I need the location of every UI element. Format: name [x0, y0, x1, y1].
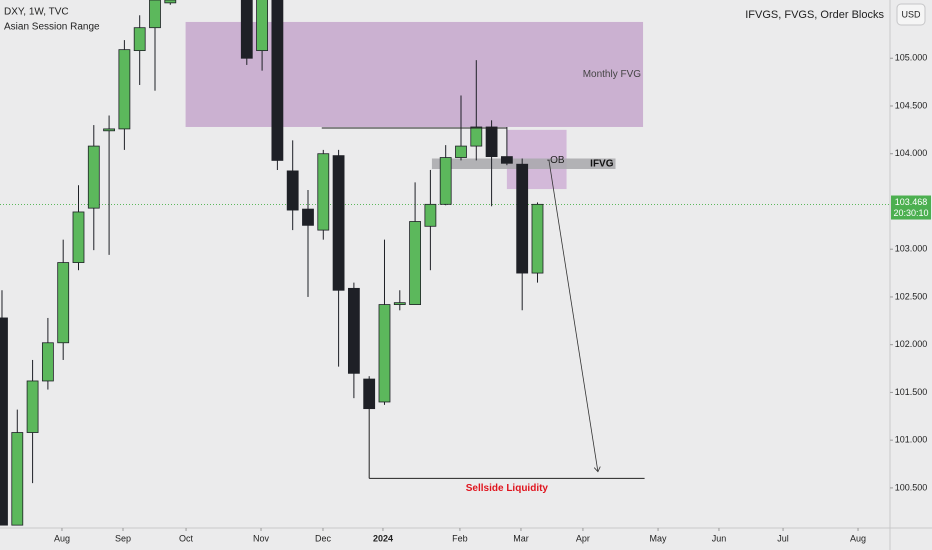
x-tick-label: Feb [452, 533, 468, 543]
candle-body [286, 170, 299, 211]
candle-body [271, 0, 284, 161]
candle-body [317, 153, 330, 231]
countdown: 20:30:10 [893, 208, 928, 218]
y-tick-label: 105.000 [895, 53, 928, 63]
x-tick-label: Oct [179, 533, 194, 543]
indicator-label: IFVGS, FVGS, Order Blocks [745, 9, 884, 21]
annotation-label: Sellside Liquidity [466, 483, 549, 494]
currency-button[interactable] [896, 3, 926, 26]
x-tick-label: Dec [315, 533, 332, 543]
candle-body [0, 317, 8, 526]
candle-body [531, 203, 544, 274]
candle-body [256, 0, 268, 52]
zone-label: Monthly FVG [583, 69, 642, 80]
x-tick-label: Nov [253, 533, 270, 543]
y-tick-label: 101.000 [895, 435, 928, 445]
currency-label[interactable]: USD [901, 9, 921, 19]
candle-body [516, 163, 529, 274]
candle-body [26, 380, 39, 433]
y-tick-label: 104.500 [895, 100, 928, 110]
candle-body [302, 208, 314, 226]
y-tick-label: 103.000 [895, 244, 928, 254]
candle-body [149, 0, 161, 29]
candle-body [103, 128, 115, 132]
last-price-label: 103.468 [895, 197, 928, 207]
candle-body [378, 304, 391, 403]
candle-body [57, 262, 70, 344]
candle-body [500, 156, 513, 164]
candle-body [439, 157, 452, 205]
candle-body [11, 432, 24, 526]
zone [431, 158, 616, 169]
x-tick-label: Sep [115, 533, 131, 543]
y-tick-label: 101.500 [895, 387, 928, 397]
y-tick-label: 102.000 [895, 339, 928, 349]
x-tick-label: Jun [712, 533, 727, 543]
candle-body [332, 155, 345, 291]
candle-body [470, 126, 483, 147]
x-tick-label: 2024 [373, 533, 393, 543]
candle-body [485, 126, 498, 157]
arrow [548, 160, 598, 471]
candle-body [240, 0, 253, 59]
x-tick-label: Apr [576, 533, 590, 543]
candle-body [41, 342, 54, 382]
x-tick-label: May [650, 533, 668, 543]
candle-body [455, 145, 467, 158]
x-tick-label: Aug [54, 533, 70, 543]
candle-body [87, 145, 100, 209]
zone-label: -OB [547, 155, 565, 166]
candle-body [164, 0, 177, 4]
candle-body [393, 302, 406, 305]
candle-body [363, 378, 376, 410]
candle-body [409, 221, 421, 305]
x-tick-label: Aug [850, 533, 866, 543]
candle-body [118, 49, 131, 130]
last-price-badge [891, 195, 931, 220]
y-tick-label: 100.500 [895, 482, 928, 492]
x-tick-label: Jul [777, 533, 789, 543]
candle-body [424, 203, 437, 227]
y-tick-label: 102.500 [895, 291, 928, 301]
candle-body [133, 27, 146, 52]
chart-title: DXY, 1W, TVC [4, 7, 69, 18]
plot-area [0, 0, 890, 526]
zone [185, 21, 644, 127]
x-tick-label: Mar [513, 533, 529, 543]
y-tick-label: 104.000 [895, 148, 928, 158]
candle-body [72, 211, 85, 263]
zone-label: IFVG [590, 158, 614, 169]
subtitle: Asian Session Range [4, 22, 100, 33]
candle-body [347, 287, 360, 374]
